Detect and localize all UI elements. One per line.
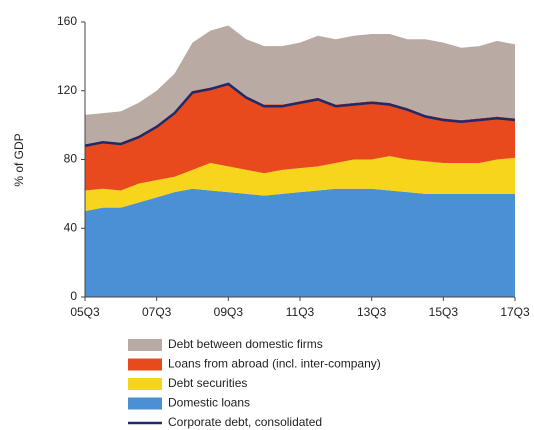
x-tick-label: 11Q3	[286, 305, 315, 319]
legend-label: Domestic loans	[168, 396, 250, 410]
legend-swatch	[128, 358, 162, 371]
x-tick-label: 13Q3	[357, 305, 387, 319]
y-tick-label: 40	[64, 220, 78, 234]
x-tick-label: 17Q3	[500, 305, 530, 319]
legend-label: Loans from abroad (incl. inter-company)	[168, 357, 381, 371]
y-tick-label: 80	[64, 152, 78, 166]
y-axis-label: % of GDP	[12, 133, 26, 186]
y-tick-label: 120	[57, 83, 77, 97]
y-tick-label: 0	[70, 289, 77, 303]
legend-swatch	[128, 397, 162, 410]
legend-label: Corporate debt, consolidated	[168, 415, 322, 429]
y-tick-label: 160	[57, 14, 77, 28]
x-tick-label: 05Q3	[70, 305, 100, 319]
area	[85, 188, 515, 297]
x-tick-label: 15Q3	[429, 305, 459, 319]
legend-swatch	[128, 339, 162, 351]
legend-label: Debt between domestic firms	[168, 337, 323, 351]
line	[84, 82, 516, 147]
area	[85, 25, 515, 145]
legend-swatch	[128, 378, 162, 390]
x-tick-label: 09Q3	[214, 305, 244, 319]
legend-label: Debt securities	[168, 376, 247, 390]
x-tick-label: 07Q3	[142, 305, 172, 319]
